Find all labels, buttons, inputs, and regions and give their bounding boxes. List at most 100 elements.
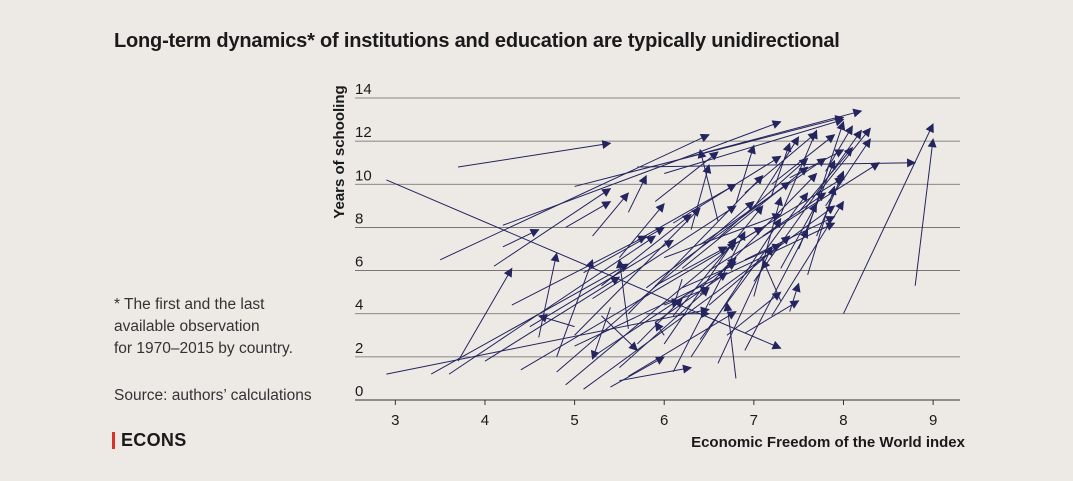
arrow-mark xyxy=(439,134,710,261)
arrow-mark xyxy=(672,155,782,224)
arrow-mark xyxy=(744,300,800,334)
arrow-mark xyxy=(628,175,764,315)
arrow-mark xyxy=(798,146,854,213)
brand-accent-bar xyxy=(112,432,115,449)
source-note: Source: authors’ calculations xyxy=(114,387,312,404)
arrow-mark xyxy=(807,185,837,276)
x-tick-label: 8 xyxy=(839,412,847,429)
arrow-mark xyxy=(484,276,621,362)
footnote-line: available observation xyxy=(114,318,260,335)
arrow-mark xyxy=(538,252,560,338)
y-tick-label: 12 xyxy=(355,124,372,141)
y-tick-label: 0 xyxy=(355,383,363,400)
arrow-mark xyxy=(511,235,648,306)
arrow-mark xyxy=(681,166,809,269)
x-tick-label: 6 xyxy=(660,412,668,429)
arrow-mark xyxy=(690,108,863,157)
arrow-mark xyxy=(663,237,737,345)
arrow-mark xyxy=(654,151,719,202)
arrow-mark xyxy=(590,307,611,360)
arrow-mark xyxy=(619,203,665,258)
arrow-mark xyxy=(672,205,764,317)
arrow-mark xyxy=(457,140,612,168)
arrow-mark xyxy=(637,158,917,168)
arrow-mark xyxy=(843,123,934,314)
y-tick-label: 14 xyxy=(355,81,372,98)
x-tick-label: 7 xyxy=(750,412,758,429)
arrow-mark xyxy=(789,282,801,312)
arrow-mark xyxy=(601,213,692,287)
arrow-mark xyxy=(708,162,881,271)
arrow-mark xyxy=(697,148,719,222)
arrow-mark xyxy=(664,213,782,259)
arrow-mark xyxy=(627,174,647,213)
y-tick-label: 10 xyxy=(355,167,372,184)
x-axis-ticks: 3 4 5 6 7 8 9 xyxy=(391,400,937,429)
arrow-mark xyxy=(735,144,756,204)
chart-title: Long-term dynamics* of institutions and … xyxy=(114,30,840,52)
arrow-mark xyxy=(825,125,853,172)
arrow-mark xyxy=(493,188,612,267)
arrow-mark xyxy=(430,263,630,375)
gridlines xyxy=(355,97,960,358)
arrow-mark xyxy=(761,258,782,301)
x-tick-label: 5 xyxy=(570,412,578,429)
arrow-mark xyxy=(583,226,666,274)
arrow-mark xyxy=(762,192,827,237)
x-tick-label: 4 xyxy=(481,412,489,429)
arrow-mark xyxy=(744,216,836,261)
footnote-line: * The first and the last xyxy=(114,296,265,313)
arrow-mark xyxy=(717,246,773,364)
y-tick-label: 4 xyxy=(355,297,363,314)
arrow-mark xyxy=(556,258,594,358)
arrow-mark xyxy=(502,120,782,226)
arrow-mark xyxy=(771,134,836,185)
arrow-mark xyxy=(386,306,710,375)
y-tick-label: 6 xyxy=(355,254,363,271)
arrow-mark xyxy=(671,279,683,309)
x-tick-label: 3 xyxy=(391,412,399,429)
arrow-mark xyxy=(780,202,818,269)
y-tick-label: 2 xyxy=(355,340,363,357)
arrow-mark xyxy=(619,364,692,382)
brand-name: ECONS xyxy=(121,430,187,450)
arrow-mark xyxy=(386,179,782,350)
arrow-mark xyxy=(457,267,513,362)
arrow-mark xyxy=(717,157,809,239)
arrow-mark xyxy=(502,229,540,248)
arrow-mark xyxy=(816,127,871,196)
arrow-mark xyxy=(592,261,737,358)
footnote: * The first and the last available obser… xyxy=(114,294,344,360)
y-tick-label: 8 xyxy=(355,210,363,227)
arrow-mark xyxy=(592,192,629,237)
y-axis-label: Years of schooling xyxy=(331,85,348,218)
arrow-mark xyxy=(690,164,712,230)
arrow-mark xyxy=(771,200,844,317)
arrow-mark xyxy=(771,142,792,196)
arrow-mark xyxy=(723,302,737,379)
arrow-mark xyxy=(610,356,666,388)
arrow-mark xyxy=(628,311,737,377)
brand-logo: ECONS xyxy=(112,430,187,451)
arrows-series xyxy=(386,108,937,390)
arrow-mark xyxy=(574,207,701,336)
arrow-mark xyxy=(583,205,836,390)
arrow-mark xyxy=(914,138,937,286)
arrow-mark xyxy=(699,256,737,295)
arrow-mark xyxy=(690,218,782,358)
arrow-mark xyxy=(816,170,845,237)
arrow-mark xyxy=(655,246,728,287)
arrow-mark xyxy=(529,239,674,328)
arrow-mark xyxy=(708,235,791,306)
arrow-mark xyxy=(448,235,657,375)
x-axis-label: Economic Freedom of the World index xyxy=(691,434,966,451)
arrow-mark xyxy=(726,177,845,250)
arrow-mark xyxy=(654,321,665,336)
arrow-mark xyxy=(619,287,710,369)
arrow-mark xyxy=(592,205,737,300)
arrow-mark xyxy=(753,196,783,297)
arrow-mark xyxy=(601,315,638,352)
arrow-mark xyxy=(825,138,871,207)
y-axis-ticks: 0 2 4 6 8 10 12 14 xyxy=(355,81,372,400)
